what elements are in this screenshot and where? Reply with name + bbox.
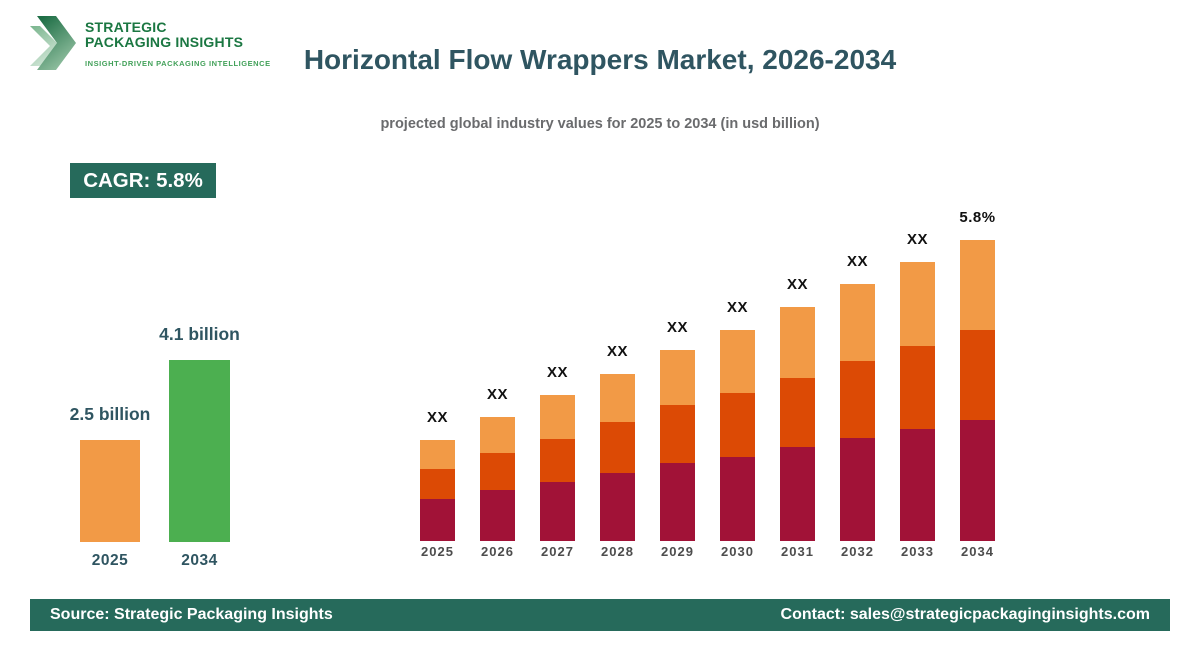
middle-segment-2026 bbox=[480, 453, 515, 490]
mini-bar-value-label: 4.1 billion bbox=[159, 324, 240, 344]
top-segment-2026 bbox=[480, 417, 515, 453]
top-segment-2031 bbox=[780, 307, 815, 378]
top-segment-2034 bbox=[960, 240, 995, 330]
bottom-segment-2029 bbox=[660, 463, 695, 541]
stacked-bar-2025 bbox=[420, 440, 455, 541]
stacked-bar-2029 bbox=[660, 350, 695, 541]
bottom-segment-2034 bbox=[960, 420, 995, 541]
stacked-bar-2026 bbox=[480, 417, 515, 541]
stacked-bar-2031 bbox=[780, 307, 815, 541]
stacked-bar-2030 bbox=[720, 330, 755, 541]
mini-bar-2034 bbox=[169, 360, 230, 542]
stacked-bar-year-label: 2026 bbox=[481, 544, 514, 559]
stacked-bar-group-2034: 5.8% 2034 bbox=[959, 186, 995, 559]
page-title: Horizontal Flow Wrappers Market, 2026-20… bbox=[303, 44, 897, 75]
stacked-bar-value-label: XX bbox=[486, 386, 508, 403]
stacked-bar-group-2027: XX 2027 bbox=[540, 186, 575, 559]
mini-bar-value-label: 2.5 billion bbox=[69, 404, 151, 424]
middle-segment-2033 bbox=[900, 346, 935, 429]
middle-segment-2032 bbox=[840, 361, 875, 438]
mini-bar-year-label: 2025 bbox=[91, 552, 129, 569]
stacked-bar-year-label: 2025 bbox=[421, 544, 454, 559]
stacked-bar-value-label: XX bbox=[606, 343, 628, 360]
stacked-bar-group-2029: XX 2029 bbox=[660, 186, 695, 559]
top-segment-2028 bbox=[600, 374, 635, 422]
bottom-segment-2031 bbox=[780, 447, 815, 541]
stacked-bar-year-label: 2033 bbox=[901, 544, 934, 559]
stacked-bar-group-2033: XX 2033 bbox=[900, 186, 935, 559]
top-segment-2029 bbox=[660, 350, 695, 405]
stacked-bar-group-2032: XX 2032 bbox=[840, 186, 875, 559]
top-segment-2030 bbox=[720, 330, 755, 393]
middle-segment-2027 bbox=[540, 439, 575, 482]
bottom-segment-2026 bbox=[480, 490, 515, 541]
brand-tagline: INSIGHT-DRIVEN PACKAGING INTELLIGENCE bbox=[85, 58, 271, 68]
bottom-segment-2033 bbox=[900, 429, 935, 541]
bottom-segment-2030 bbox=[720, 457, 755, 541]
middle-segment-2034 bbox=[960, 330, 995, 420]
stacked-bar-2033 bbox=[900, 262, 935, 541]
stacked-bar-year-label: 2034 bbox=[961, 544, 994, 559]
bottom-segment-2028 bbox=[600, 473, 635, 541]
stacked-bar-group-2031: XX 2031 bbox=[780, 186, 815, 559]
top-segment-2025 bbox=[420, 440, 455, 469]
stacked-bar-value-label: XX bbox=[426, 409, 448, 426]
stacked-bar-group-2028: XX 2028 bbox=[600, 186, 635, 559]
mini-bar-2025 bbox=[80, 440, 140, 542]
footer-bar: Source: Strategic Packaging Insights Con… bbox=[30, 599, 1170, 631]
stacked-bar-year-label: 2027 bbox=[541, 544, 574, 559]
stacked-bar-value-label: XX bbox=[906, 231, 928, 248]
stacked-bar-year-label: 2032 bbox=[841, 544, 874, 559]
top-segment-2032 bbox=[840, 284, 875, 361]
top-segment-2027 bbox=[540, 395, 575, 439]
middle-segment-2028 bbox=[600, 422, 635, 473]
middle-segment-2031 bbox=[780, 378, 815, 447]
stacked-bar-2034 bbox=[960, 240, 995, 541]
bottom-segment-2027 bbox=[540, 482, 575, 541]
brand-name-line1: STRATEGIC bbox=[85, 19, 167, 35]
brand-name-line2: PACKAGING INSIGHTS bbox=[85, 33, 244, 50]
stacked-bar-group-2030: XX 2030 bbox=[720, 186, 755, 559]
stacked-bar-value-label: XX bbox=[726, 299, 748, 316]
stacked-bar-2027 bbox=[540, 395, 575, 541]
stacked-bar-year-label: 2028 bbox=[601, 544, 634, 559]
middle-segment-2030 bbox=[720, 393, 755, 457]
growth-summary-chart: 2.5 billion 2025 4.1 billion 2034 bbox=[60, 315, 250, 570]
stacked-bar-2028 bbox=[600, 374, 635, 541]
stacked-bar-value-label: 5.8% bbox=[959, 209, 996, 226]
stacked-bar-group-2026: XX 2026 bbox=[480, 186, 515, 559]
top-segment-2033 bbox=[900, 262, 935, 346]
brand-logo-text: STRATEGIC PACKAGING INSIGHTS INSIGHT-DRI… bbox=[85, 12, 271, 68]
chart-subtitle: projected global industry values for 202… bbox=[380, 116, 820, 132]
stacked-bar-year-label: 2030 bbox=[721, 544, 754, 559]
mini-bar-year-label: 2034 bbox=[181, 552, 218, 569]
stacked-bar-year-label: 2029 bbox=[661, 544, 694, 559]
bottom-segment-2032 bbox=[840, 438, 875, 541]
stacked-bar-value-label: XX bbox=[546, 364, 568, 381]
middle-segment-2029 bbox=[660, 405, 695, 463]
stacked-bar-chart: XX 2025 XX 2026 XX 2027 XX 2028 XX 2029 XX 2030 XX 20… bbox=[410, 186, 1010, 559]
brand-logo: STRATEGIC PACKAGING INSIGHTS INSIGHT-DRI… bbox=[30, 12, 271, 79]
stacked-bar-value-label: XX bbox=[846, 253, 868, 270]
mini-bar-group-2025: 2.5 billion 2025 bbox=[70, 315, 151, 570]
double-chevron-right-icon bbox=[30, 12, 76, 79]
stacked-bar-2032 bbox=[840, 284, 875, 541]
cagr-badge: CAGR: 5.8% bbox=[70, 163, 216, 198]
source-text: Source: Strategic Packaging Insights bbox=[50, 606, 333, 623]
stacked-bar-group-2025: XX 2025 bbox=[420, 186, 455, 559]
stacked-bar-value-label: XX bbox=[666, 319, 688, 336]
contact-text: Contact: sales@strategicpackaginginsight… bbox=[780, 606, 1150, 623]
stacked-bar-value-label: XX bbox=[786, 276, 808, 293]
bottom-segment-2025 bbox=[420, 499, 455, 541]
middle-segment-2025 bbox=[420, 469, 455, 499]
mini-bar-group-2034: 4.1 billion 2034 bbox=[159, 315, 240, 570]
stacked-bar-year-label: 2031 bbox=[781, 544, 814, 559]
